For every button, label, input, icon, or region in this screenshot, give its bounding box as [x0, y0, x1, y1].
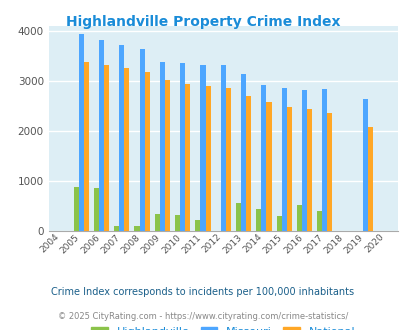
Text: Crime Index corresponds to incidents per 100,000 inhabitants: Crime Index corresponds to incidents per… [51, 287, 354, 297]
Bar [195, 220, 200, 231]
Bar [306, 109, 311, 231]
Bar [286, 107, 291, 231]
Bar [220, 65, 225, 231]
Bar [200, 65, 205, 231]
Bar [175, 214, 180, 231]
Bar [83, 62, 89, 231]
Bar [119, 45, 124, 231]
Bar [134, 226, 139, 231]
Bar [362, 99, 367, 231]
Bar [104, 65, 109, 231]
Bar [322, 89, 326, 231]
Bar [256, 209, 261, 231]
Text: Highlandville Property Crime Index: Highlandville Property Crime Index [66, 15, 339, 29]
Bar [164, 80, 170, 231]
Bar [225, 88, 230, 231]
Bar [73, 187, 79, 231]
Bar [139, 50, 144, 231]
Bar [276, 215, 281, 231]
Bar [205, 86, 210, 231]
Text: © 2025 CityRating.com - https://www.cityrating.com/crime-statistics/: © 2025 CityRating.com - https://www.city… [58, 312, 347, 321]
Bar [124, 68, 129, 231]
Bar [154, 214, 160, 231]
Bar [266, 102, 271, 231]
Bar [180, 63, 185, 231]
Bar [245, 96, 251, 231]
Bar [79, 34, 83, 231]
Bar [241, 74, 245, 231]
Bar [281, 88, 286, 231]
Bar [316, 211, 322, 231]
Bar [99, 40, 104, 231]
Bar [301, 90, 306, 231]
Bar [296, 205, 301, 231]
Bar [114, 225, 119, 231]
Bar [144, 72, 149, 231]
Bar [367, 127, 372, 231]
Bar [326, 113, 332, 231]
Legend: Highlandville, Missouri, National: Highlandville, Missouri, National [87, 322, 359, 330]
Bar [261, 85, 266, 231]
Bar [235, 203, 241, 231]
Bar [160, 62, 164, 231]
Bar [94, 187, 99, 231]
Bar [185, 84, 190, 231]
